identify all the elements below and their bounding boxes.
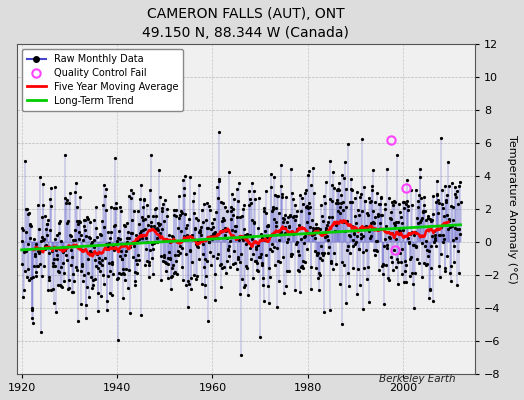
- Title: CAMERON FALLS (AUT), ONT
49.150 N, 88.344 W (Canada): CAMERON FALLS (AUT), ONT 49.150 N, 88.34…: [143, 7, 350, 40]
- Y-axis label: Temperature Anomaly (°C): Temperature Anomaly (°C): [507, 135, 517, 284]
- Legend: Raw Monthly Data, Quality Control Fail, Five Year Moving Average, Long-Term Tren: Raw Monthly Data, Quality Control Fail, …: [21, 49, 183, 111]
- Text: Berkeley Earth: Berkeley Earth: [379, 374, 456, 384]
